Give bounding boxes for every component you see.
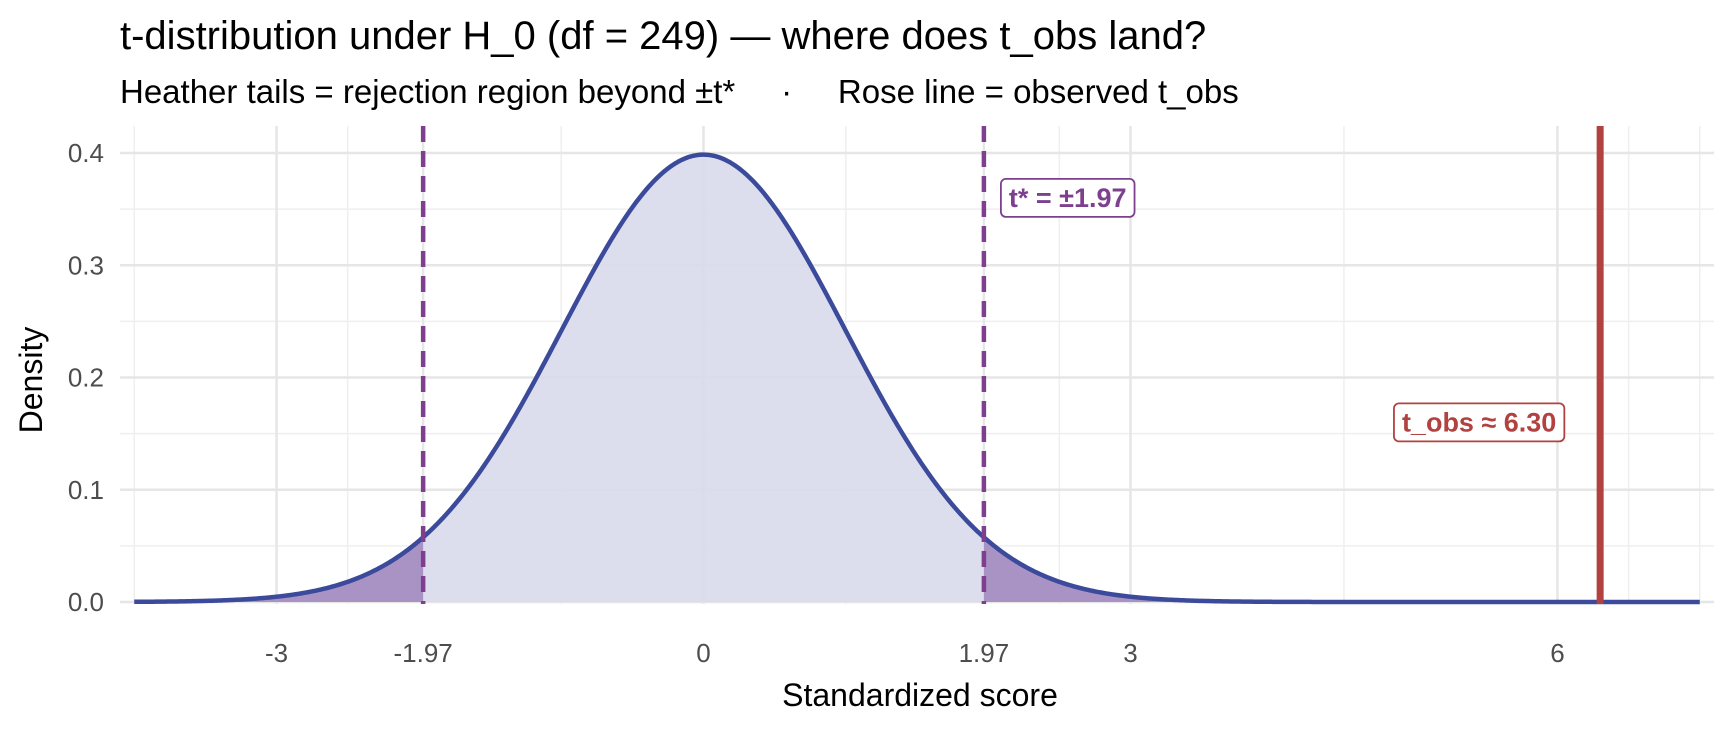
x-tick-label: 3 [1123, 638, 1137, 668]
left-rejection-tail [134, 537, 424, 602]
x-tick-label: 0 [696, 638, 710, 668]
x-tick-label: 6 [1550, 638, 1564, 668]
chart-subtitle: Heather tails = rejection region beyond … [120, 73, 1239, 110]
x-tick-label: -3 [265, 638, 288, 668]
y-axis-label: Density [13, 327, 49, 434]
x-tick-label: -1.97 [394, 638, 453, 668]
chart-title: t-distribution under H_0 (df = 249) — wh… [120, 14, 1207, 58]
right-rejection-tail [983, 537, 1700, 602]
y-tick-label: 0.4 [68, 138, 104, 168]
critical-value-label-text: t* = ±1.97 [1009, 183, 1127, 213]
y-tick-label: 0.1 [68, 475, 104, 505]
density-fill [134, 154, 1700, 602]
x-tick-label: 1.97 [959, 638, 1010, 668]
y-tick-label: 0.0 [68, 587, 104, 617]
critical-value-label-box [999, 177, 1136, 218]
annotations: t* = ±1.97 t_obs ≈ 6.30 [999, 177, 1566, 443]
axes: Density Standardized score 0.0 0.1 0.2 0.3 0… [13, 138, 1565, 713]
t-obs-label-box [1393, 402, 1566, 443]
y-tick-label: 0.2 [68, 363, 104, 393]
critical-value-label: t* = ±1.97 [999, 177, 1136, 218]
t-obs-label-text: t_obs ≈ 6.30 [1402, 407, 1556, 437]
density-area [133, 152, 1701, 605]
x-axis-label: Standardized score [782, 677, 1058, 713]
reference-lines [420, 126, 1604, 604]
t-obs-label: t_obs ≈ 6.30 [1393, 402, 1566, 443]
y-tick-label: 0.3 [68, 250, 104, 280]
density-curve [133, 152, 1701, 605]
